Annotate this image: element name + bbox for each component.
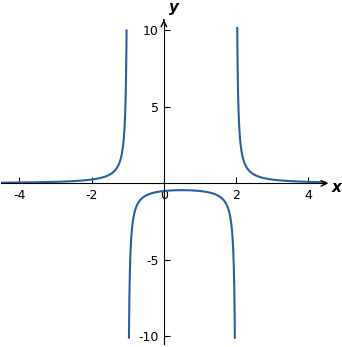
- Text: x: x: [332, 180, 342, 195]
- Text: y: y: [169, 0, 179, 15]
